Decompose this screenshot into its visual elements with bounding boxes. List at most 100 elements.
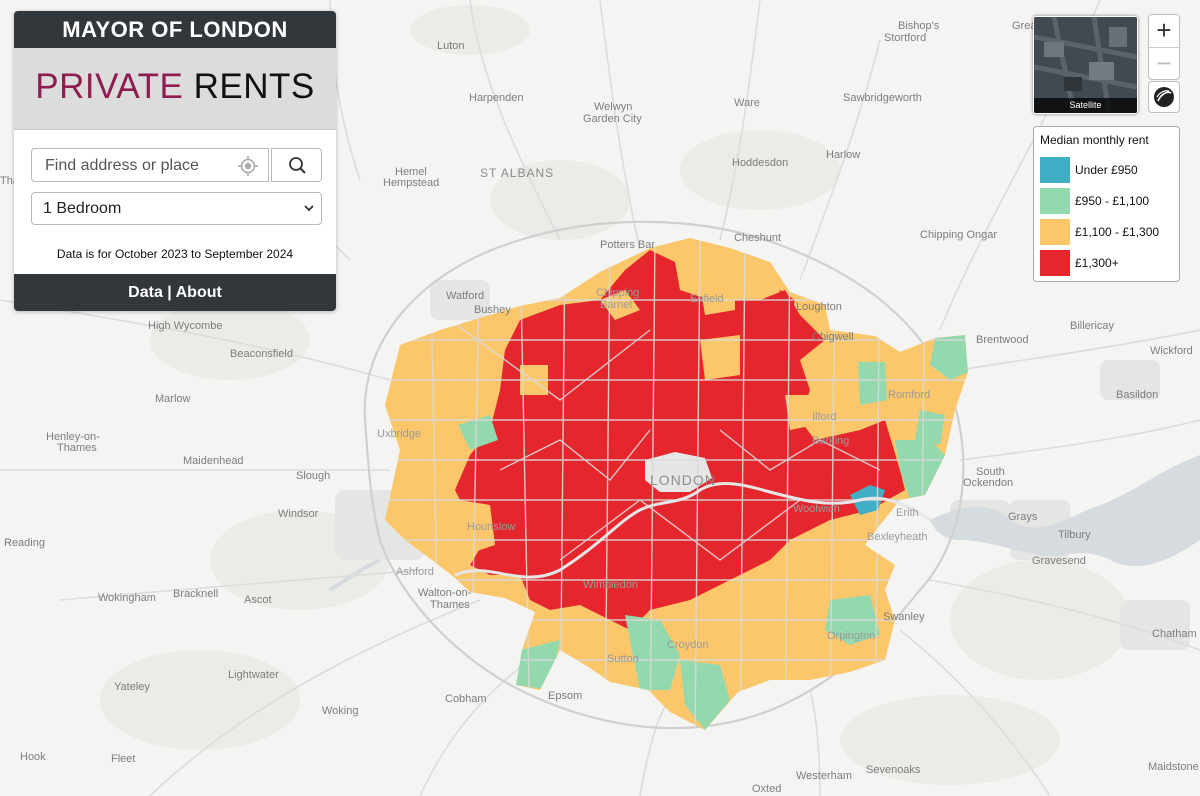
place-gravesend: Gravesend xyxy=(1032,555,1086,567)
compass-button[interactable] xyxy=(1148,81,1180,113)
legend-label: £1,100 - £1,300 xyxy=(1075,225,1160,239)
place-hoddesdon: Hoddesdon xyxy=(732,157,788,169)
panel-header: MAYOR OF LONDON xyxy=(14,11,336,48)
place-london: LONDON xyxy=(650,472,716,488)
bedroom-selected-value: 1 Bedroom xyxy=(43,200,122,217)
place-watford: Watford xyxy=(446,290,484,302)
place-st-albans: ST ALBANS xyxy=(480,166,554,180)
legend-label: Under £950 xyxy=(1075,163,1138,177)
place-windsor: Windsor xyxy=(278,508,319,520)
legend-item-1100-1300: £1,100 - £1,300 xyxy=(1040,219,1175,245)
place-epsom: Epsom xyxy=(548,690,582,702)
satellite-toggle[interactable]: Satellite xyxy=(1033,16,1138,114)
place-welwyn: Welwyn xyxy=(594,101,632,113)
region-city xyxy=(645,452,712,492)
region-green-w1 xyxy=(458,415,498,450)
place-great: Great xyxy=(1012,20,1040,32)
place-walton-thames: Thames xyxy=(430,599,470,611)
place-chipping-barnet: Chipping xyxy=(596,287,639,299)
place-hook: Hook xyxy=(20,751,46,763)
region-green-s2 xyxy=(625,615,680,690)
place-wokingham: Wokingham xyxy=(98,592,156,604)
place-south: South xyxy=(976,466,1005,478)
legend-label: £950 - £1,100 xyxy=(1075,194,1150,208)
place-uxbridge: Uxbridge xyxy=(377,428,421,440)
legend-item-950-1100: £950 - £1,100 xyxy=(1040,188,1175,214)
region-amber-hounslow xyxy=(460,500,495,555)
place-reading: Reading xyxy=(4,537,45,549)
place-loughton: Loughton xyxy=(796,301,842,313)
place-barking: Barking xyxy=(812,435,849,447)
panel-footer: Data | About xyxy=(14,274,336,311)
region-amber-sw xyxy=(480,575,530,602)
place-oxted: Oxted xyxy=(752,783,781,795)
place-lightwater: Lightwater xyxy=(228,669,279,681)
search-input[interactable] xyxy=(43,150,237,182)
zoom-out-button[interactable]: − xyxy=(1149,47,1179,80)
locate-icon[interactable] xyxy=(238,156,258,176)
region-green-s3 xyxy=(680,660,730,730)
place-barnet: Barnet xyxy=(600,299,632,311)
place-brentwood: Brentwood xyxy=(976,334,1029,346)
place-hounslow: Hounslow xyxy=(467,521,515,533)
footer-separator: | xyxy=(162,284,176,301)
page-title: PRIVATE RENTS xyxy=(14,48,336,130)
place-chatham: Chatham xyxy=(1152,628,1197,640)
about-link[interactable]: About xyxy=(175,284,222,301)
legend-swatch xyxy=(1040,219,1070,245)
place-ashford: Ashford xyxy=(396,566,434,578)
place-cheshunt: Cheshunt xyxy=(734,232,781,244)
region-north-red xyxy=(625,250,680,300)
place-romford: Romford xyxy=(888,389,930,401)
legend: Median monthly rent Under £950 £950 - £1… xyxy=(1033,126,1180,282)
legend-swatch xyxy=(1040,250,1070,276)
region-amber-e1 xyxy=(785,395,815,430)
place-sawbridgeworth: Sawbridgeworth xyxy=(843,92,922,104)
place-marlow: Marlow xyxy=(155,393,191,405)
place-enfield: Enfield xyxy=(690,293,724,305)
data-link[interactable]: Data xyxy=(128,284,163,301)
legend-item-1300-plus: £1,300+ xyxy=(1040,250,1175,276)
satellite-label: Satellite xyxy=(1034,98,1137,113)
place-wimbledon: Wimbledon xyxy=(583,579,638,591)
place-hempstead: Hempstead xyxy=(383,177,439,189)
place-beaconsfield: Beaconsfield xyxy=(230,348,293,360)
bedroom-select[interactable]: 1 Bedroom xyxy=(31,192,322,225)
region-green-ne2 xyxy=(858,362,887,405)
place-chigwell: Chigwell xyxy=(812,331,854,343)
chevron-down-icon xyxy=(304,205,314,212)
place-bexleyheath: Bexleyheath xyxy=(867,531,928,543)
place-yateley: Yateley xyxy=(114,681,150,693)
legend-label: £1,300+ xyxy=(1075,256,1119,270)
place-potters-bar: Potters Bar xyxy=(600,239,655,251)
place-fleet: Fleet xyxy=(111,753,135,765)
place-swanley: Swanley xyxy=(883,611,925,623)
place-slough: Slough xyxy=(296,470,330,482)
legend-title: Median monthly rent xyxy=(1040,133,1149,147)
search-row xyxy=(31,148,322,182)
legend-item-under-950: Under £950 xyxy=(1040,157,1175,183)
legend-swatch xyxy=(1040,188,1070,214)
search-button[interactable] xyxy=(271,148,322,182)
title-accent: PRIVATE xyxy=(35,67,184,106)
place-erith: Erith xyxy=(896,507,919,519)
region-amber-n1 xyxy=(700,335,740,380)
place-sevenoaks: Sevenoaks xyxy=(866,764,921,776)
zoom-in-button[interactable]: + xyxy=(1156,15,1172,45)
place-maidstone: Maidstone xyxy=(1148,761,1199,773)
place-woking: Woking xyxy=(322,705,358,717)
place-cobham: Cobham xyxy=(445,693,487,705)
place-harlow: Harlow xyxy=(826,149,860,161)
place-bracknell: Bracknell xyxy=(173,588,218,600)
region-green-ne1 xyxy=(930,335,968,380)
place-westerham: Westerham xyxy=(796,770,852,782)
place-walton: Walton-on- xyxy=(418,587,472,599)
place-tilbury: Tilbury xyxy=(1058,529,1091,541)
place-henley: Henley-on- xyxy=(46,431,100,443)
place-harpenden: Harpenden xyxy=(469,92,523,104)
place-maidenhead: Maidenhead xyxy=(183,455,244,467)
compass-icon xyxy=(1154,87,1174,107)
zoom-control: + − xyxy=(1148,14,1180,80)
data-period-text: Data is for October 2023 to September 20… xyxy=(56,247,294,261)
